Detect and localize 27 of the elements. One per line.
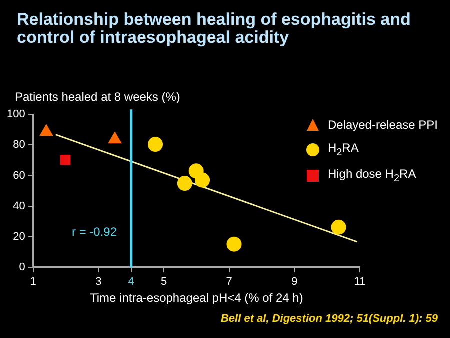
x-tick-label: 1	[30, 276, 36, 288]
x-tick-label: 4	[128, 276, 134, 288]
point	[177, 176, 192, 192]
chart-title: Relationship between healing of esophagitis and control of intraesophageal acidity	[17, 10, 412, 47]
x-tick-label: 5	[160, 276, 168, 288]
point	[331, 220, 346, 235]
annotation: r = -0.92	[72, 225, 118, 239]
x-tick-label: 9	[292, 276, 298, 288]
y-axis-title: Patients healed at 8 weeks (%)	[15, 90, 180, 104]
x-axis-title: Time intra-esophageal pH<4 (% of 24 h)	[90, 291, 304, 306]
y-tick-label: 80	[13, 139, 26, 152]
legend-label: Delayed-release PPI	[328, 118, 438, 132]
x-tick-label: 11	[354, 276, 366, 288]
x-tick-label: 3	[96, 276, 102, 288]
y-tick-label: 40	[13, 200, 26, 212]
text: Bell et al, Digestion 1992; 51(Suppl. 1): 59	[220, 313, 438, 325]
legend-label: H$_{2}$RA	[328, 141, 359, 158]
point	[195, 172, 210, 188]
point	[60, 155, 70, 166]
point	[148, 137, 164, 152]
point	[226, 236, 242, 252]
y-tick-label: 20	[13, 230, 26, 243]
legend-label: High dose H$_{2}$RA	[328, 167, 416, 185]
x-tick-label: 7	[226, 276, 232, 288]
y-tick-label: 100	[6, 108, 26, 121]
y-tick-label: 60	[13, 170, 26, 182]
y-tick-label: 0	[19, 261, 26, 274]
